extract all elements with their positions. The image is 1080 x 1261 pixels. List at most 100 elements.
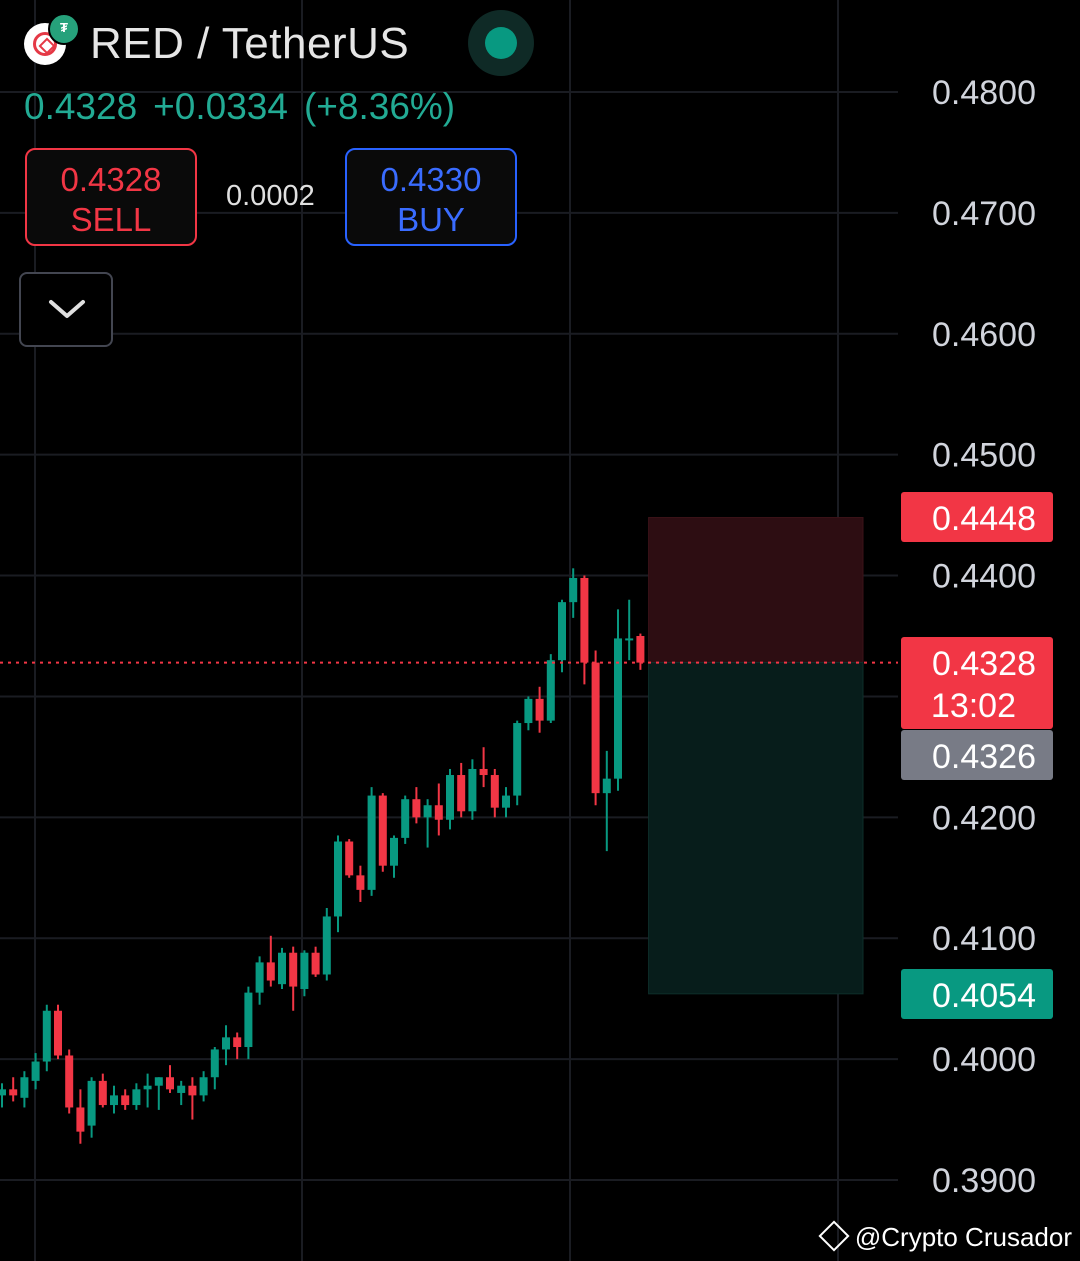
candle-body (569, 577, 578, 603)
candle-body (244, 992, 253, 1048)
candle-body (322, 916, 331, 975)
y-axis-tick-label: 0.3900 (932, 1162, 1036, 1200)
price-label-box (901, 637, 1053, 729)
sell-label: SELL (70, 201, 152, 238)
candle-body (289, 952, 298, 987)
candle-body (378, 795, 387, 866)
last-price: 0.4328 (24, 86, 138, 127)
candle-body (188, 1085, 197, 1096)
y-axis-tick-label: 0.4200 (932, 799, 1036, 837)
symbol-header[interactable]: ₮ RED / TetherUS (24, 13, 410, 74)
market-open-dot-icon (485, 27, 517, 59)
red-coin-icon: ₮ (24, 13, 80, 65)
candle-body (524, 698, 533, 724)
candle-body (210, 1049, 219, 1078)
buy-label: BUY (397, 201, 465, 238)
market-status-indicator (468, 10, 534, 76)
pair-title: RED / TetherUS (90, 19, 410, 68)
candle-body (502, 795, 510, 808)
y-axis-tick-label: 0.4000 (932, 1041, 1036, 1079)
candle-body (479, 768, 488, 776)
price-label-text: 0.4326 (932, 738, 1036, 776)
candle-body (412, 799, 421, 818)
collapse-button[interactable] (19, 272, 113, 347)
candle-body (42, 1010, 51, 1062)
candle-body (367, 795, 376, 890)
candle-body (490, 775, 499, 808)
candle-body (255, 962, 264, 993)
candle-body (143, 1085, 152, 1090)
y-axis-tick-label: 0.4500 (932, 437, 1036, 475)
candle-body (558, 602, 566, 661)
price-label-text: 0.4448 (932, 500, 1036, 538)
buy-button[interactable]: 0.4330 BUY (345, 148, 517, 246)
candle-body (546, 660, 555, 721)
spread-value: 0.0002 (226, 180, 315, 212)
candle-body (266, 962, 275, 981)
buy-price: 0.4330 (380, 161, 482, 198)
chevron-down-icon (49, 300, 85, 318)
candle-body (98, 1080, 107, 1106)
candle-body (0, 1089, 6, 1096)
candle-body (591, 662, 600, 794)
candle-body (154, 1077, 163, 1086)
candle-body (65, 1055, 74, 1108)
candle-body (177, 1085, 186, 1093)
price-label-text: 0.4328 (932, 645, 1036, 683)
candle-body (636, 636, 645, 663)
y-axis-tick-label: 0.4800 (932, 74, 1036, 112)
candle-body (446, 775, 454, 820)
candle-body (132, 1089, 141, 1106)
candle-countdown: 13:02 (931, 687, 1016, 725)
candle-body (278, 952, 286, 985)
sell-button[interactable]: 0.4328 SELL (25, 148, 197, 246)
candle-body (513, 723, 522, 796)
y-axis-tick-label: 0.4600 (932, 316, 1036, 354)
candle-body (311, 952, 320, 975)
candle-body (423, 805, 432, 818)
price-change-line: 0.4328 +0.0334 (+8.36%) (24, 86, 471, 128)
candle-body (535, 698, 544, 721)
candle-body (199, 1077, 208, 1096)
candle-body (31, 1061, 40, 1081)
candle-body (625, 638, 634, 641)
sell-price: 0.4328 (60, 161, 162, 198)
tether-badge-icon: ₮ (48, 13, 80, 45)
candle-body (390, 837, 398, 866)
change-abs: +0.0334 (153, 86, 288, 127)
candle-body (300, 952, 309, 989)
candle-body (345, 841, 354, 876)
candle-body (87, 1080, 96, 1126)
candle-body (434, 805, 443, 820)
watermark: @Crypto Crusador (818, 1220, 1072, 1253)
y-axis-tick-label: 0.4700 (932, 195, 1036, 233)
price-label-box (901, 492, 1053, 542)
candle-body (468, 768, 477, 812)
candle-body (614, 638, 622, 779)
candle-body (401, 799, 410, 838)
candle-body (602, 778, 611, 794)
candle-body (334, 841, 342, 917)
candle-body (580, 577, 589, 663)
candle-body (356, 875, 365, 890)
stop-loss-zone (648, 517, 864, 664)
y-axis-tick-label: 0.4100 (932, 920, 1036, 958)
candle-body (457, 775, 466, 812)
y-axis-tick-label: 0.4400 (932, 558, 1036, 596)
candle-body (233, 1037, 242, 1048)
candle-body (110, 1095, 118, 1106)
candle-body (9, 1089, 18, 1096)
binance-logo-icon (818, 1220, 850, 1252)
candle-body (76, 1107, 85, 1132)
candle-body (20, 1077, 29, 1098)
candle-body (222, 1037, 230, 1050)
price-label-box (901, 730, 1053, 780)
change-pct: (+8.36%) (303, 86, 456, 127)
take-profit-zone (648, 662, 864, 995)
watermark-text: @Crypto Crusador (854, 1222, 1072, 1252)
candle-body (166, 1077, 174, 1090)
candle-body (121, 1095, 130, 1106)
candle-body (54, 1010, 62, 1056)
price-label-text: 0.4054 (932, 977, 1036, 1015)
